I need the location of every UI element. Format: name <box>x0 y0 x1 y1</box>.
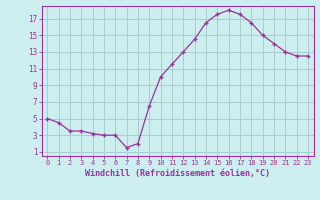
X-axis label: Windchill (Refroidissement éolien,°C): Windchill (Refroidissement éolien,°C) <box>85 169 270 178</box>
